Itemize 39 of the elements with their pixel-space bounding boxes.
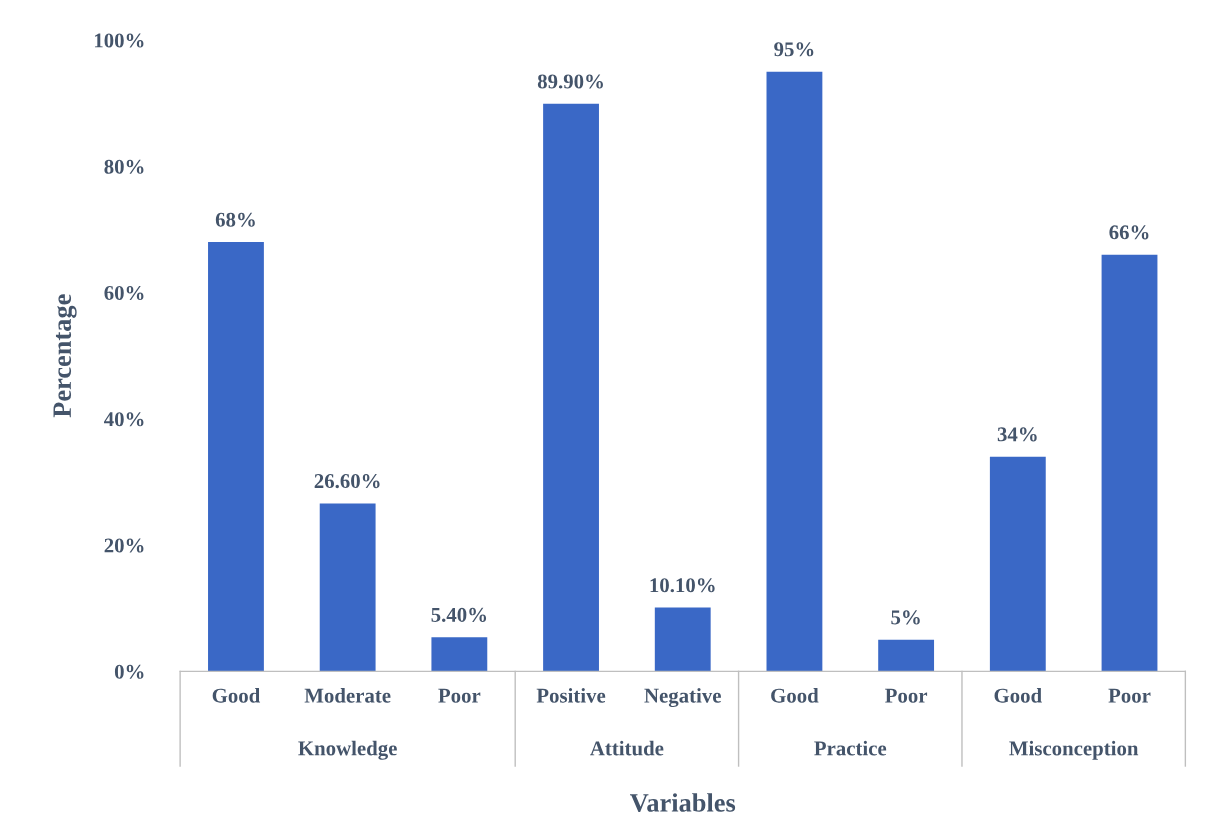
x-tick-label: Positive	[536, 688, 606, 703]
bar	[766, 71, 823, 672]
bar	[1101, 254, 1158, 672]
data-label: 5.40%	[431, 607, 487, 622]
x-axis-title: Variables	[630, 793, 736, 812]
data-label: 26.60%	[314, 474, 380, 489]
data-label: 89.90%	[537, 74, 603, 89]
x-tick-label: Good	[994, 688, 1042, 703]
x-tick-label: Poor	[438, 688, 481, 703]
bar	[654, 607, 711, 672]
y-tick-label: 20%	[104, 538, 144, 553]
bar	[989, 456, 1046, 672]
y-tick-label: 80%	[104, 159, 144, 174]
bar	[543, 103, 599, 672]
data-label: 5%	[891, 610, 920, 625]
data-label: 68%	[215, 212, 255, 227]
bar	[431, 637, 488, 672]
x-tick-label: Negative	[644, 688, 721, 708]
x-tick-label: Poor	[1108, 688, 1151, 703]
text: Misconception	[1009, 740, 1139, 760]
y-tick-label: 40%	[104, 412, 144, 427]
data-label: 10.10%	[650, 578, 715, 593]
bar	[208, 242, 264, 672]
data-label: 34%	[997, 427, 1037, 442]
y-axis-title: Percentage	[53, 294, 77, 418]
x-tick-label: Good	[771, 688, 819, 703]
bar	[878, 639, 935, 672]
data-label: 66%	[1109, 225, 1149, 240]
x-tick-label: Moderate	[304, 688, 391, 703]
bar	[319, 503, 376, 672]
y-tick-label: 60%	[104, 285, 144, 301]
y-tick-label: 0%	[114, 664, 144, 679]
text: Knowledge	[298, 740, 397, 760]
data-label: 95%	[774, 42, 814, 57]
y-tick-label: 100%	[94, 33, 144, 48]
text: Attitude	[590, 740, 664, 756]
x-tick-label: Good	[212, 688, 261, 703]
text: Practice	[814, 740, 887, 756]
x-tick-label: Poor	[885, 688, 928, 703]
